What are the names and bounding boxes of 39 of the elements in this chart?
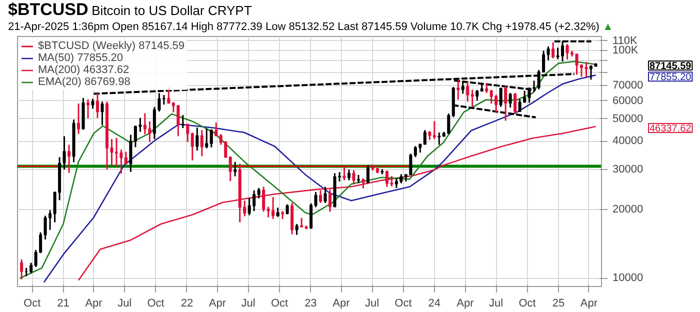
legend-label: MA(200) 46337.62 [38, 64, 130, 76]
chart-subtitle: Bitcoin to US Dollar CRYPT [92, 3, 252, 18]
x-tick-label: Oct [394, 298, 412, 310]
text: 87145.59 [650, 60, 692, 72]
x-tick-label: Oct [24, 298, 41, 310]
x-tick-label: Apr [85, 298, 103, 310]
text: 46337.62 [650, 123, 692, 134]
x-tick-label: Oct [518, 298, 536, 310]
y-tick-label: 20000 [612, 204, 644, 216]
x-tick-label: Apr [332, 298, 350, 310]
x-tick-label: Apr [580, 298, 598, 310]
x-tick-label: Jul [489, 298, 504, 310]
text: ▲ [602, 20, 614, 33]
y-tick-label: 110K [612, 34, 638, 47]
x-tick-label: 21 [57, 298, 70, 310]
y-tick-label: 70000 [612, 80, 644, 92]
y-tick-label: 50000 [612, 112, 644, 125]
x-tick-label: Jul [118, 298, 132, 310]
x-tick-label: 22 [180, 298, 194, 310]
y-tick-label: 60000 [612, 94, 644, 107]
y-tick-label: 40000 [612, 135, 644, 148]
x-tick-label: Jul [241, 298, 256, 310]
x-tick-label: 23 [304, 298, 317, 310]
x-tick-label: Apr [208, 298, 226, 310]
chart-title: $BTCUSD [8, 0, 88, 19]
x-tick-label: Oct [270, 298, 288, 310]
x-tick-label: 25 [552, 298, 565, 310]
x-tick-label: 24 [428, 298, 441, 310]
legend-label: $BTCUSD (Weekly) 87145.59 [38, 40, 185, 52]
y-tick-label: 10000 [612, 272, 644, 284]
x-tick-label: Apr [456, 298, 474, 310]
text: 77855.20 [650, 72, 692, 84]
x-tick-label: Jul [365, 298, 380, 310]
y-tick-label: 30000 [612, 164, 644, 176]
y-tick-label: 100K [612, 44, 639, 56]
legend-label: MA(50) 77855.20 [38, 52, 123, 64]
x-tick-label: Oct [147, 298, 164, 310]
legend-label: EMA(20) 86769.98 [38, 76, 130, 88]
text: 21-Apr-2025 1:36pm Open 85167.14 High 87772.39 Low 85132.52 Last 87145.59 Volume 10.7K Chg +1978.45 (+2.32%) [8, 20, 600, 33]
